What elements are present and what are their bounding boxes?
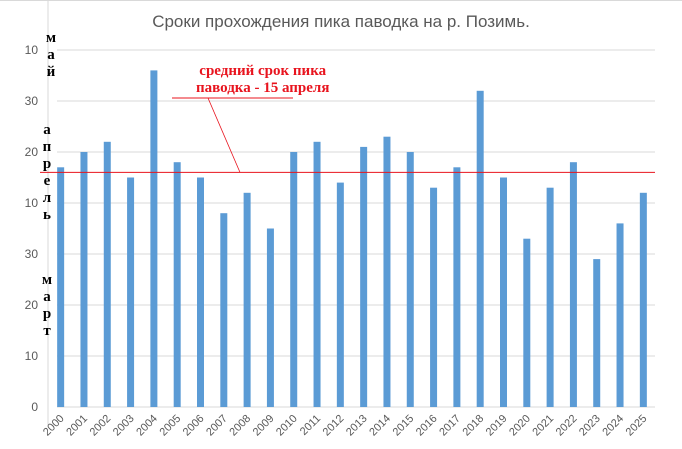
x-tick-label: 2024	[600, 413, 626, 439]
bar-2007	[220, 213, 228, 407]
bar-2015	[406, 152, 414, 407]
bar-2016	[430, 187, 438, 407]
x-tick-label: 2015	[391, 413, 417, 439]
x-tick-label: 2016	[414, 413, 440, 439]
x-tick-label: 2009	[251, 413, 277, 439]
bar-2014	[383, 136, 391, 407]
x-tick-label: 2003	[111, 413, 137, 439]
bar-2000	[57, 167, 65, 407]
bar-2020	[523, 238, 531, 407]
x-tick-label: 2000	[41, 413, 67, 439]
y-tick-label: 30	[25, 94, 39, 108]
x-tick-label: 2023	[577, 413, 603, 439]
x-tick-label: 2017	[437, 413, 463, 439]
bar-2024	[616, 223, 624, 407]
x-tick-label: 2012	[321, 413, 347, 439]
bar-2003	[127, 177, 135, 407]
mean-annotation: средний срок пика паводка - 15 апреля	[196, 63, 329, 97]
x-tick-label: 2008	[227, 413, 253, 439]
bar-2017	[453, 167, 461, 407]
bar-2001	[80, 152, 88, 407]
x-tick-label: 2025	[624, 413, 650, 439]
month-label-may: м а й	[45, 30, 57, 80]
chart-title: Сроки прохождения пика паводка на р. Поз…	[152, 12, 530, 31]
bar-2025	[639, 192, 647, 407]
x-tick-label: 2010	[274, 413, 300, 439]
y-tick-label: 0	[31, 400, 38, 414]
y-tick-label: 20	[25, 298, 39, 312]
x-tick-label: 2001	[64, 413, 90, 439]
y-tick-label: 10	[25, 43, 39, 57]
x-tick-label: 2002	[88, 413, 114, 439]
x-tick-label: 2005	[158, 413, 184, 439]
y-tick-label: 10	[25, 349, 39, 363]
bar-2022	[569, 162, 577, 407]
y-tick-label: 10	[25, 196, 39, 210]
bar-2009	[266, 228, 274, 407]
x-tick-label: 2004	[134, 413, 160, 439]
annotation-line-1: средний срок пика	[199, 63, 327, 79]
x-tick-label: 2018	[461, 413, 487, 439]
bar-2012	[336, 182, 344, 407]
bar-2004	[150, 70, 158, 408]
x-tick-label: 2021	[530, 413, 556, 439]
bar-2010	[290, 152, 298, 407]
x-tick-label: 2011	[298, 413, 323, 438]
bar-2013	[360, 146, 368, 407]
x-tick-label: 2020	[507, 413, 533, 439]
x-tick-label: 2007	[204, 413, 230, 439]
month-label-march: м а р т	[41, 272, 53, 339]
bar-2008	[243, 192, 251, 407]
x-tick-label: 2013	[344, 413, 370, 439]
bar-2019	[500, 177, 507, 407]
y-tick-label: 30	[25, 247, 39, 261]
x-tick-label: 2006	[181, 413, 207, 439]
bar-2002	[103, 141, 111, 408]
bar-2006	[197, 177, 204, 407]
x-tick-label: 2014	[367, 413, 393, 439]
bar-2023	[593, 259, 601, 407]
month-label-april: а п р е л ь	[42, 122, 52, 223]
bar-2011	[313, 141, 321, 408]
y-tick-label: 20	[25, 145, 39, 159]
bar-2005	[173, 162, 181, 407]
x-tick-label: 2022	[554, 413, 580, 439]
x-tick-label: 2019	[484, 413, 510, 439]
bar-2018	[476, 90, 484, 408]
bar-2021	[546, 187, 554, 407]
annotation-line-2: паводка - 15 апреля	[196, 80, 330, 96]
annotation-leader	[207, 97, 241, 173]
